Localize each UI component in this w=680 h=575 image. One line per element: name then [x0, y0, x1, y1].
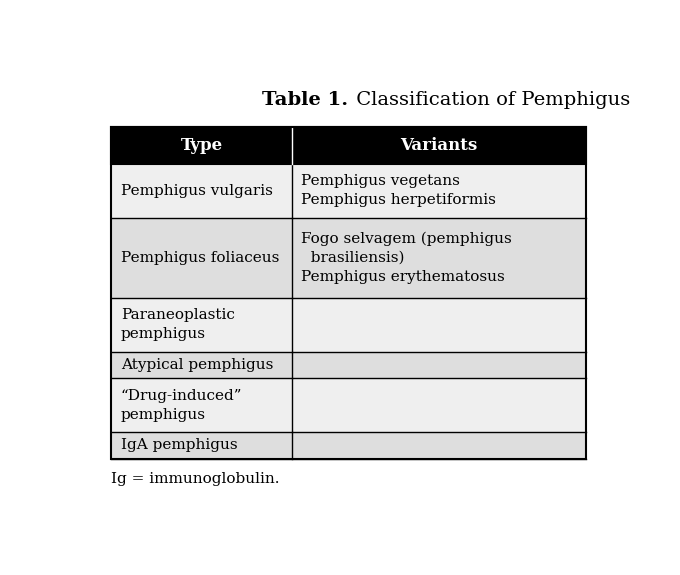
Text: Fogo selvagem (pemphigus
  brasiliensis)
Pemphigus erythematosus: Fogo selvagem (pemphigus brasiliensis) P… [301, 232, 512, 284]
Text: Pemphigus vulgaris: Pemphigus vulgaris [121, 184, 273, 198]
Bar [112, 298, 585, 351]
Text: Pemphigus vegetans
Pemphigus herpetiformis: Pemphigus vegetans Pemphigus herpetiform… [301, 174, 496, 208]
Text: Paraneoplastic
pemphigus: Paraneoplastic pemphigus [121, 308, 235, 341]
Text: “Drug-induced”
pemphigus: “Drug-induced” pemphigus [121, 389, 242, 421]
Bar [112, 126, 585, 164]
Bar [112, 217, 585, 298]
Bar [112, 164, 585, 217]
Text: Variants: Variants [400, 137, 477, 154]
Text: Table 1.: Table 1. [262, 91, 348, 109]
Text: Ig = immunoglobulin.: Ig = immunoglobulin. [112, 472, 280, 486]
Text: Pemphigus foliaceus: Pemphigus foliaceus [121, 251, 279, 264]
Text: IgA pemphigus: IgA pemphigus [121, 438, 237, 452]
Bar [112, 378, 585, 432]
Bar [112, 351, 585, 378]
Bar [112, 432, 585, 459]
Text: Atypical pemphigus: Atypical pemphigus [121, 358, 273, 372]
Text: Classification of Pemphigus: Classification of Pemphigus [350, 91, 630, 109]
Bar [112, 126, 585, 459]
Text: Type: Type [180, 137, 222, 154]
